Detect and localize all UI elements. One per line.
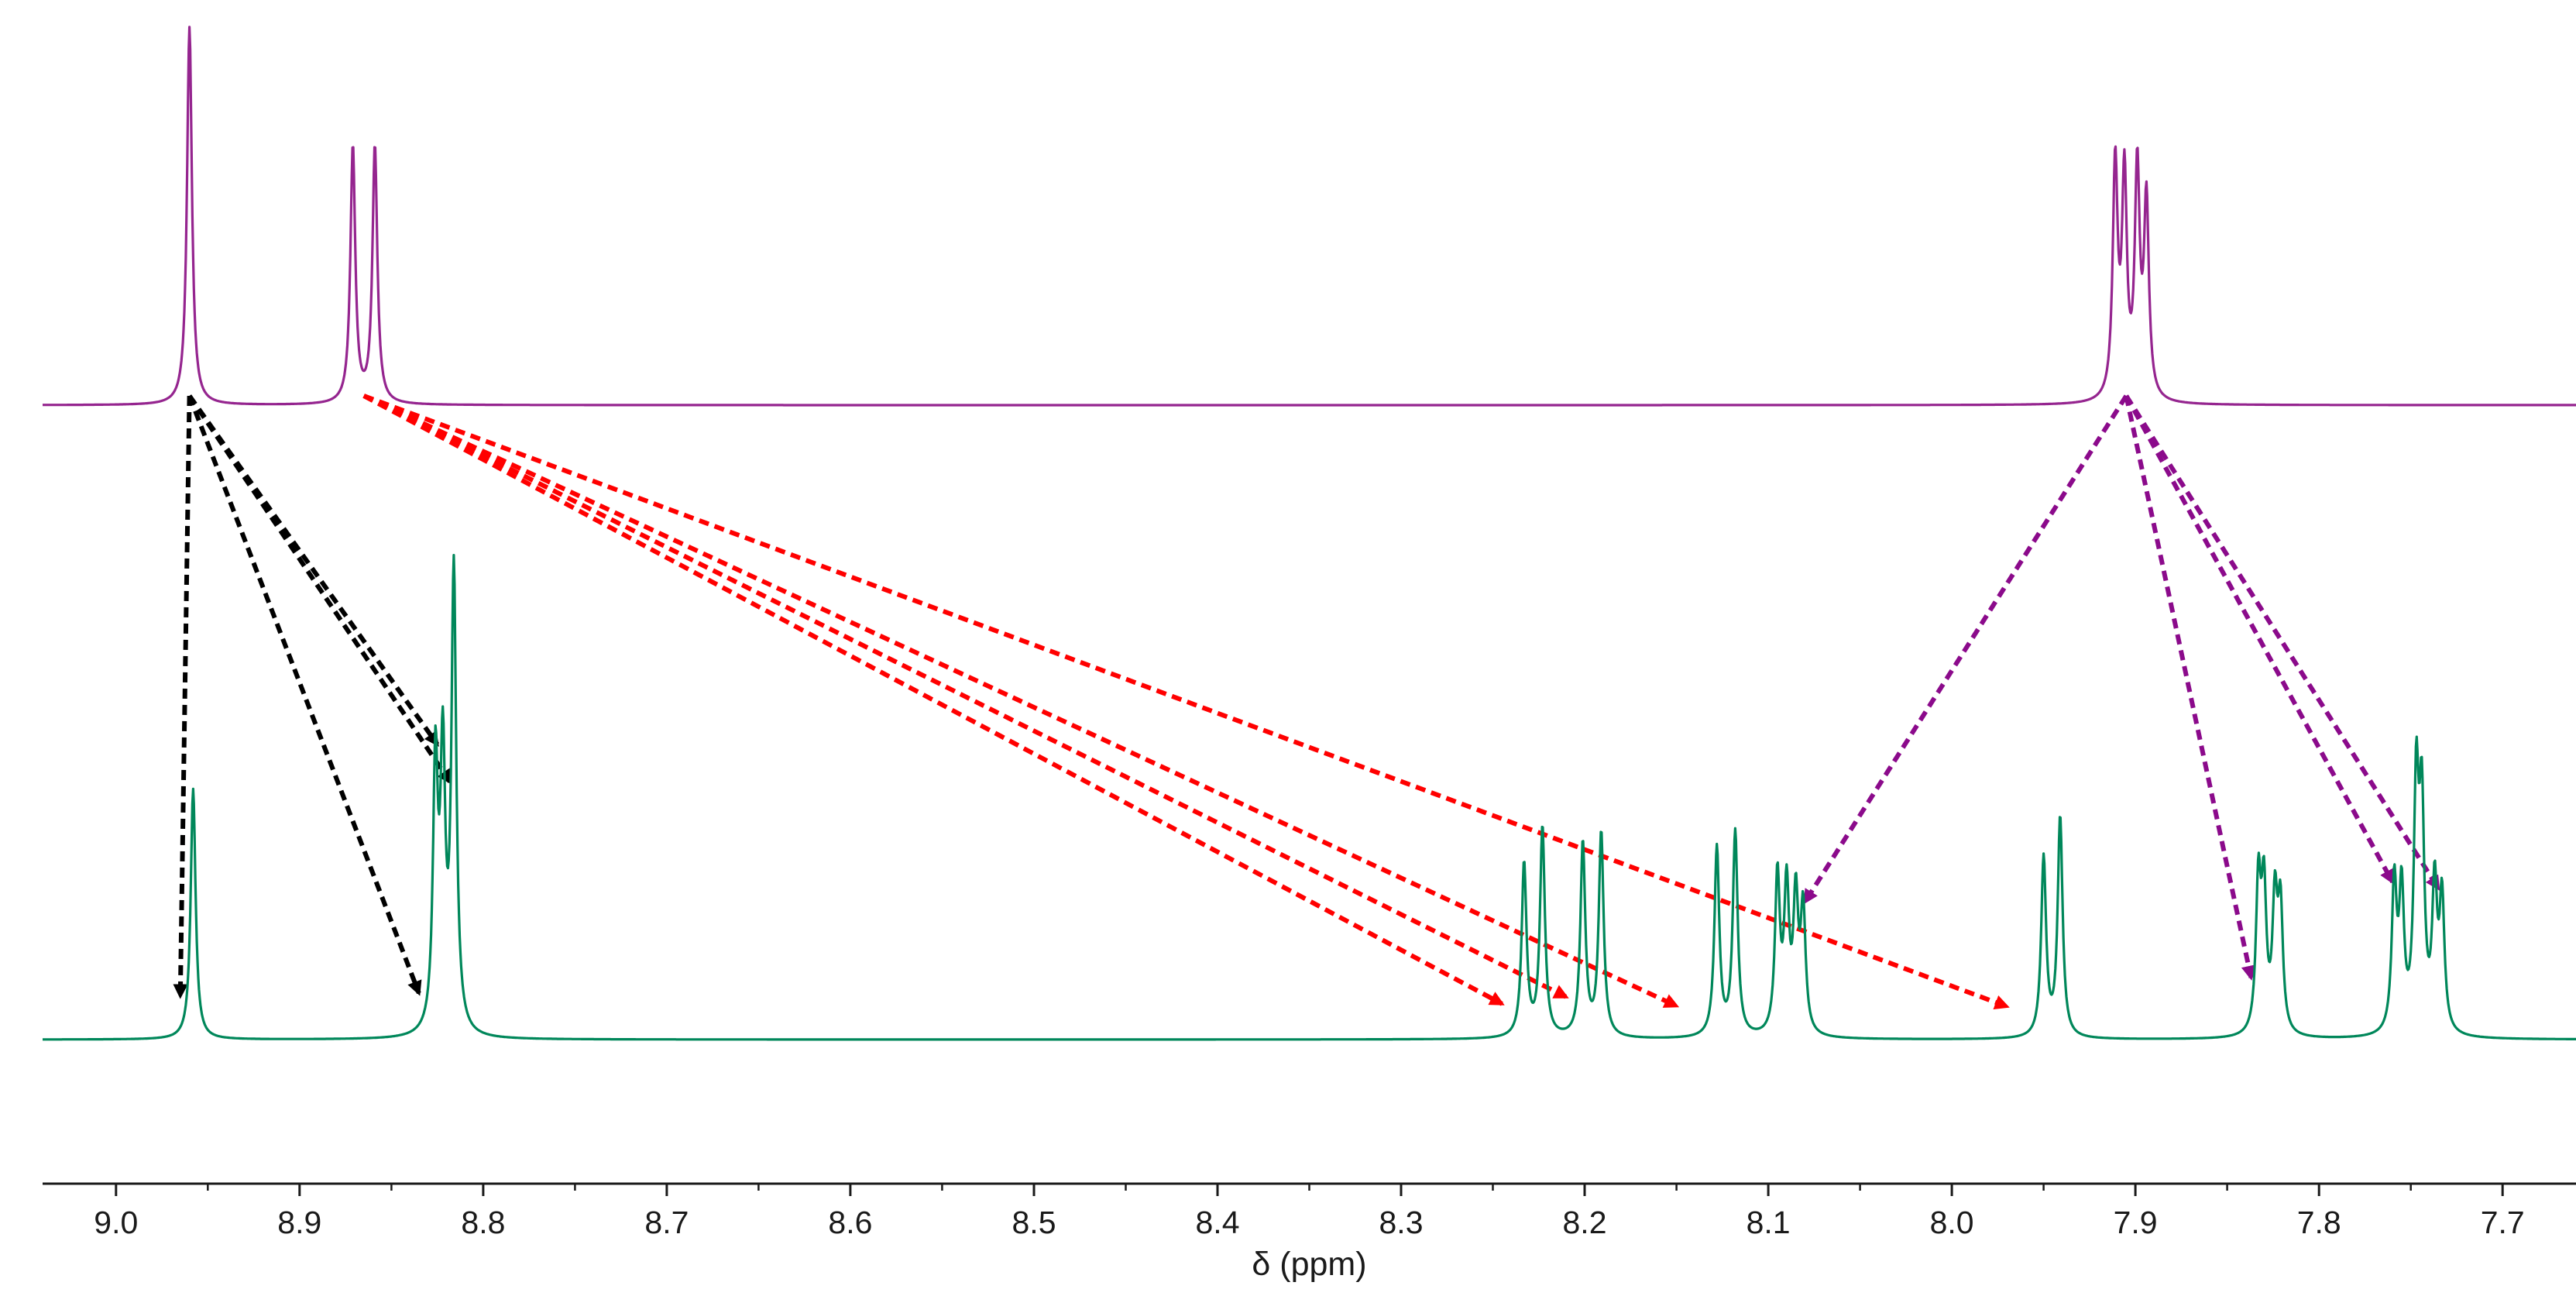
- x-tick-label: 8.6: [828, 1205, 872, 1240]
- correlation-arrow: [2124, 394, 2440, 891]
- peak-point: [2145, 180, 2147, 182]
- peak-point: [2258, 854, 2259, 855]
- x-tick-label: 7.9: [2114, 1205, 2158, 1240]
- x-tick-label: 8.8: [461, 1205, 505, 1240]
- peak-point: [2421, 756, 2423, 758]
- correlation-arrow: [2124, 395, 2256, 981]
- peak-point: [1795, 871, 1797, 872]
- spectrum-trace: [42, 26, 2576, 407]
- x-axis: 9.0 8.9 8.8 8.7 8.6 8.5 8.4 8.3 8.2 8.1 8.0 7.9 7.8 7…: [43, 1182, 2576, 1283]
- peak-point: [2274, 870, 2275, 871]
- x-tick-label: 8.1: [1747, 1205, 1791, 1240]
- peak-point: [1716, 844, 1718, 845]
- peak-point: [2124, 149, 2125, 150]
- peak-point: [1523, 859, 1525, 861]
- x-tick-label: 8.7: [644, 1205, 689, 1240]
- spectrum-top: [42, 26, 2576, 407]
- correlation-arrow: [173, 395, 192, 999]
- correlation-arrow: [2124, 394, 2395, 885]
- spectrum-trace: [42, 554, 2576, 1041]
- correlation-arrow: [1802, 394, 2128, 905]
- correlation-arrow: [187, 394, 422, 996]
- x-tick-label: 8.0: [1930, 1205, 1974, 1240]
- peak-point: [192, 788, 194, 789]
- correlation-arrows: [173, 394, 2440, 1009]
- peak-point: [2043, 853, 2045, 854]
- peak-point: [2059, 813, 2061, 815]
- x-tick-label: 8.3: [1379, 1205, 1424, 1240]
- correlation-arrow: [362, 394, 1505, 1006]
- peak-point: [1542, 823, 1544, 825]
- peak-point: [434, 725, 436, 727]
- peak-point: [2393, 863, 2395, 865]
- x-axis-ticks: 9.0 8.9 8.8 8.7 8.6 8.5 8.4 8.3 8.2 8.1 8.0 7.9 7.8 7…: [94, 1184, 2525, 1240]
- peak-point: [1582, 837, 1584, 839]
- peak-point: [2263, 855, 2265, 857]
- peak-point: [189, 26, 191, 28]
- peak-point: [2441, 877, 2443, 878]
- peak-point: [2401, 865, 2403, 866]
- peak-point: [1802, 891, 1804, 892]
- peak-point: [374, 143, 376, 144]
- peak-point: [352, 143, 354, 144]
- peak-point: [442, 706, 444, 707]
- peak-point: [1777, 861, 1778, 862]
- correlation-arrow: [362, 394, 1680, 1009]
- peak-point: [1786, 864, 1788, 865]
- peak-point: [1600, 828, 1602, 830]
- correlation-arrow: [362, 394, 1569, 999]
- peak-point: [2114, 144, 2116, 146]
- peak-point: [1734, 827, 1736, 829]
- spectra: [42, 26, 2576, 1041]
- correlation-arrow: [362, 394, 2010, 1009]
- x-tick-label: 7.8: [2297, 1205, 2341, 1240]
- x-tick-label: 8.4: [1196, 1205, 1240, 1240]
- peak-point: [453, 555, 455, 556]
- spectrum-bottom: [42, 554, 2576, 1041]
- x-axis-title: δ (ppm): [1252, 1246, 1366, 1283]
- correlation-arrow: [187, 394, 452, 785]
- x-tick-label: 7.7: [2481, 1205, 2525, 1240]
- correlation-arrow: [187, 394, 440, 748]
- peak-point: [2434, 858, 2436, 860]
- peak-point: [2279, 881, 2281, 882]
- x-tick-label: 9.0: [94, 1205, 138, 1240]
- x-tick-label: 8.2: [1563, 1205, 1607, 1240]
- peak-point: [2137, 144, 2138, 146]
- peak-point: [2416, 737, 2417, 739]
- x-tick-label: 8.9: [277, 1205, 321, 1240]
- x-tick-label: 8.5: [1012, 1205, 1056, 1240]
